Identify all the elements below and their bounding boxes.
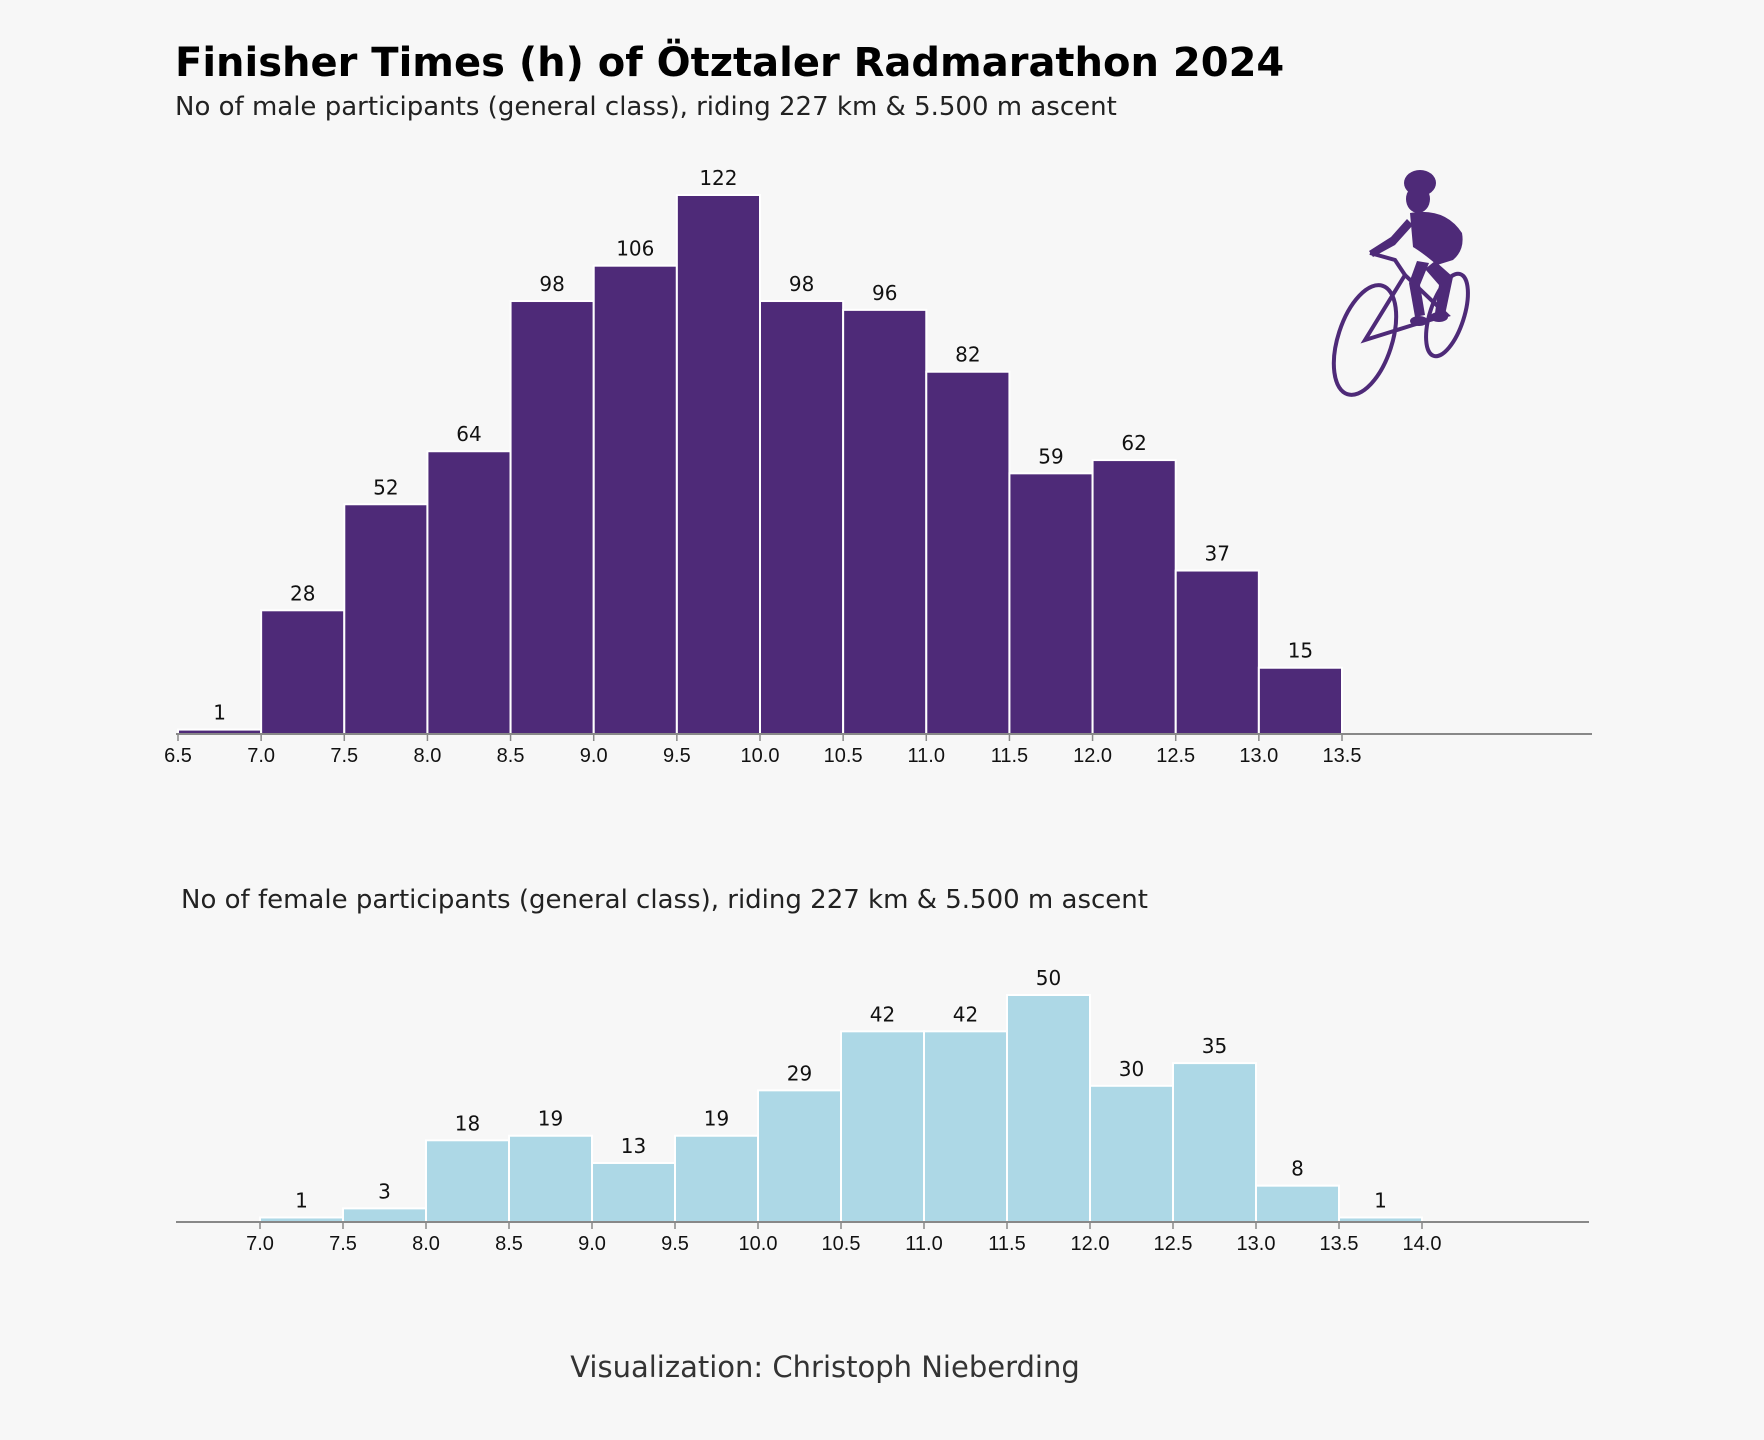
male-bar xyxy=(509,300,595,735)
visualization-credit: Visualization: Christoph Nieberding xyxy=(570,1350,1080,1384)
female-bar-value-label: 19 xyxy=(704,1107,729,1131)
female-bar xyxy=(923,1030,1008,1223)
female-x-tick-label: 9.0 xyxy=(578,1233,606,1255)
female-bar-value-label: 42 xyxy=(870,1002,895,1026)
male-x-tick-label: 9.5 xyxy=(663,745,691,767)
male-bar xyxy=(1257,666,1344,735)
male-x-tick-label: 6.5 xyxy=(164,745,192,767)
female-x-tick-label: 9.5 xyxy=(661,1233,689,1255)
male-bar-value-label: 37 xyxy=(1205,542,1230,566)
male-x-tick-label: 10.0 xyxy=(741,745,780,767)
female-x-tick-label: 7.0 xyxy=(246,1233,274,1255)
male-x-tick-label: 9.0 xyxy=(580,745,608,767)
female-x-tick-label: 13.5 xyxy=(1320,1233,1359,1255)
female-bar-value-label: 3 xyxy=(378,1179,391,1203)
cyclist-icon xyxy=(1331,170,1470,397)
male-x-tick-label: 12.0 xyxy=(1073,745,1112,767)
male-x-tick-label: 12.5 xyxy=(1156,745,1195,767)
male-bar xyxy=(1091,459,1177,735)
male-x-tick-label: 10.5 xyxy=(824,745,863,767)
male-chart-subtitle: No of male participants (general class),… xyxy=(175,92,1117,122)
male-bar xyxy=(592,264,678,735)
male-bar-value-label: 82 xyxy=(955,343,980,367)
male-bar-value-label: 98 xyxy=(539,272,564,296)
female-bar-value-label: 18 xyxy=(455,1111,480,1135)
chart-title: Finisher Times (h) of Ötztaler Radmarath… xyxy=(175,40,1285,86)
female-bar xyxy=(508,1134,593,1223)
male-bar-value-label: 62 xyxy=(1121,431,1146,455)
female-x-tick-label: 14.0 xyxy=(1403,1233,1442,1255)
female-x-tick-label: 11.5 xyxy=(988,1233,1025,1255)
male-histogram: 1 28 52 64 98 106 122 98 96 82 59 62 37 15 6.5 7.0 7.5 8.… xyxy=(164,166,1592,767)
female-bar-value-label: 29 xyxy=(787,1061,812,1085)
female-x-tick-label: 10.5 xyxy=(822,1233,861,1255)
male-x-tick-label: 13.0 xyxy=(1239,745,1278,767)
female-bar-value-label: 8 xyxy=(1291,1157,1304,1181)
female-bar xyxy=(342,1207,427,1224)
female-bar xyxy=(1172,1062,1257,1223)
female-bar-value-label: 13 xyxy=(621,1134,646,1158)
male-bar-value-label: 106 xyxy=(616,237,654,261)
male-bar-value-label: 15 xyxy=(1288,639,1313,663)
female-x-tick-label: 8.0 xyxy=(412,1233,440,1255)
female-bar-value-label: 35 xyxy=(1202,1034,1227,1058)
female-x-tick-label: 8.5 xyxy=(495,1233,523,1255)
male-bar-value-label: 59 xyxy=(1038,444,1063,468)
female-x-tick-label: 11.0 xyxy=(905,1233,942,1255)
female-bar xyxy=(1255,1184,1340,1224)
male-x-tick-label: 8.0 xyxy=(414,745,442,767)
female-bar-value-label: 1 xyxy=(1374,1188,1387,1212)
male-x-tick-label: 7.5 xyxy=(330,745,358,767)
male-bar-value-label: 52 xyxy=(373,475,398,499)
male-bar-value-label: 98 xyxy=(789,272,814,296)
male-x-tick-label: 11.0 xyxy=(908,745,945,767)
female-chart-subtitle: No of female participants (general class… xyxy=(181,885,1148,915)
male-bar xyxy=(1174,569,1260,735)
male-bar xyxy=(260,609,346,736)
male-bar-value-label: 28 xyxy=(290,581,315,605)
female-bar xyxy=(425,1139,510,1224)
male-bar-value-label: 96 xyxy=(872,281,897,305)
male-bar-value-label: 64 xyxy=(456,422,481,446)
female-bar-value-label: 30 xyxy=(1119,1057,1144,1081)
male-bar xyxy=(426,450,512,735)
female-bar-value-label: 42 xyxy=(953,1002,978,1026)
male-bar xyxy=(343,503,429,735)
male-x-tick-label: 13.5 xyxy=(1323,745,1362,767)
male-bar-value-label: 1 xyxy=(213,701,226,725)
female-bar xyxy=(674,1134,759,1223)
female-x-tick-label: 12.0 xyxy=(1071,1233,1110,1255)
female-bar-value-label: 50 xyxy=(1036,966,1061,990)
female-bar xyxy=(1089,1084,1174,1224)
male-bar xyxy=(1008,472,1094,735)
female-bar xyxy=(840,1030,925,1223)
female-x-tick-label: 7.5 xyxy=(329,1233,357,1255)
male-bar xyxy=(675,194,761,735)
male-bar xyxy=(759,300,845,735)
female-bar xyxy=(591,1161,676,1223)
male-x-tick-label: 11.5 xyxy=(991,745,1028,767)
male-bar xyxy=(842,308,928,735)
male-bar-value-label: 122 xyxy=(699,166,737,190)
male-x-tick-label: 8.5 xyxy=(497,745,525,767)
female-bar xyxy=(1006,994,1091,1223)
female-x-tick-label: 13.0 xyxy=(1237,1233,1276,1255)
female-bar-value-label: 19 xyxy=(538,1107,563,1131)
male-bar xyxy=(925,370,1011,735)
female-bar-value-label: 1 xyxy=(295,1188,308,1212)
female-x-tick-label: 12.5 xyxy=(1154,1233,1193,1255)
female-bar xyxy=(757,1089,842,1223)
female-x-tick-label: 10.0 xyxy=(739,1233,778,1255)
cyclist-drawing xyxy=(1331,251,1470,397)
male-x-tick-label: 7.0 xyxy=(247,745,275,767)
